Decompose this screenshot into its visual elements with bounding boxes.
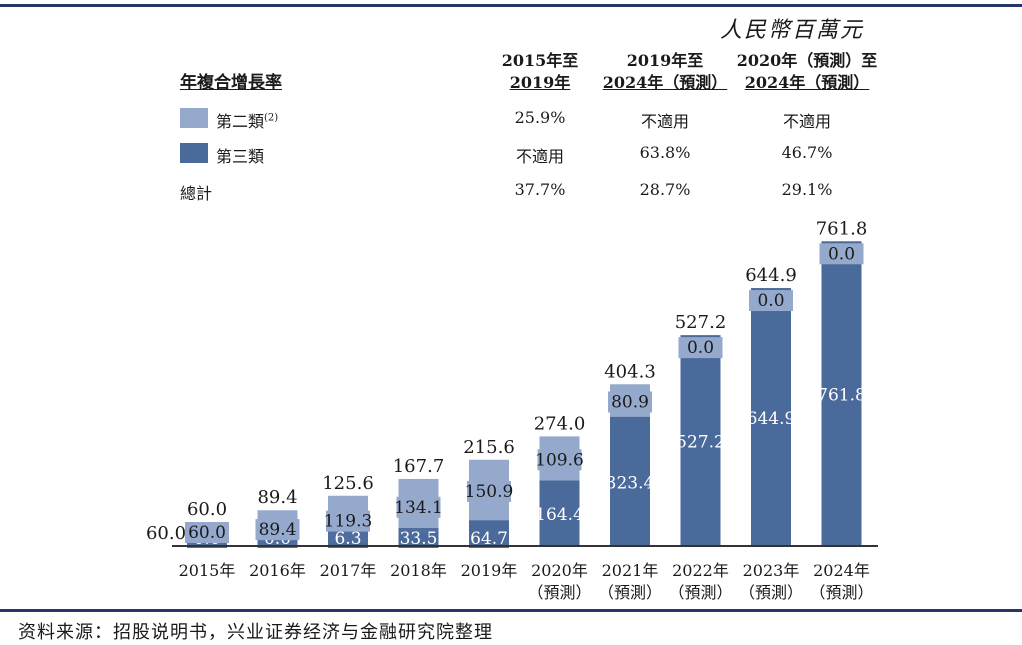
label-bg-class2-2 bbox=[326, 510, 370, 532]
total-label-8: 644.9 bbox=[745, 265, 797, 286]
cagr-col-header-1-line2: 2019年 bbox=[509, 73, 571, 92]
cagr-col-header-1: 2015年至 2019年 bbox=[470, 50, 610, 94]
label-class3-5: 164.4 bbox=[535, 505, 584, 525]
category-label-0: 2015年 bbox=[179, 561, 236, 580]
cagr-cell-total-1: 37.7% bbox=[514, 180, 566, 199]
category-label-8: 2023年 bbox=[743, 561, 800, 580]
label-class3-9: 761.8 bbox=[817, 386, 866, 406]
category-label-9: 2024年 bbox=[813, 561, 870, 580]
label-bg-class3-5 bbox=[539, 504, 580, 525]
label-class2-7: 0.0 bbox=[687, 338, 714, 358]
label-bg-class2-8 bbox=[749, 290, 793, 312]
cagr-cell-class2-1: 25.9% bbox=[514, 108, 566, 127]
label-bg-class3-2 bbox=[328, 528, 368, 548]
category-sublabel-7: （預測） bbox=[668, 583, 732, 602]
cagr-col-header-2: 2019年至 2024年（預測） bbox=[590, 50, 740, 94]
label-class2-3: 134.1 bbox=[394, 498, 443, 518]
cagr-cell-class3-1: 不適用 bbox=[515, 147, 564, 166]
label-class2-6: 80.9 bbox=[611, 392, 649, 412]
label-class2-4: 150.9 bbox=[465, 482, 514, 502]
total-label-5: 274.0 bbox=[534, 413, 586, 434]
category-sublabel-5: （預測） bbox=[527, 583, 591, 602]
category-sublabel-9: （預測） bbox=[809, 583, 873, 602]
legend-swatch-class2 bbox=[180, 108, 208, 128]
total-label-3: 167.7 bbox=[393, 456, 445, 477]
category-label-7: 2022年 bbox=[672, 561, 729, 580]
category-label-6: 2021年 bbox=[602, 561, 659, 580]
label-bg-class2-0 bbox=[185, 522, 229, 543]
label-class2-1: 89.4 bbox=[259, 520, 297, 540]
row-label-class3: 第三類 bbox=[216, 147, 265, 166]
cagr-table-title: 年複合增長率 bbox=[180, 73, 282, 93]
category-label-2: 2017年 bbox=[320, 561, 377, 580]
total-label-6: 404.3 bbox=[604, 361, 656, 382]
cagr-cell-class3-3: 46.7% bbox=[781, 143, 833, 162]
bottom-rule bbox=[0, 609, 1022, 612]
total-label-9: 761.8 bbox=[816, 218, 868, 239]
cagr-col-header-3: 2020年（預測）至 2024年（預測） bbox=[726, 50, 888, 94]
row-label-total: 總計 bbox=[180, 184, 213, 203]
label-class2-2: 119.3 bbox=[324, 512, 373, 532]
label-bg-class2-9 bbox=[819, 243, 864, 265]
row-label-class2-note: (2) bbox=[264, 112, 279, 124]
category-label-5: 2020年 bbox=[531, 561, 588, 580]
label-bg-class2-3 bbox=[396, 496, 441, 518]
label-class2-0: 60.0 bbox=[188, 523, 226, 543]
total-label-7: 527.2 bbox=[675, 312, 727, 333]
label-bg-class3-7 bbox=[680, 431, 721, 452]
total-label-1: 89.4 bbox=[257, 487, 297, 508]
total-label-0: 60.0 bbox=[187, 499, 227, 520]
cagr-col-header-3-line1: 2020年（預測）至 bbox=[736, 51, 878, 70]
cagr-cell-class2-2: 不適用 bbox=[640, 112, 689, 131]
cagr-cell-class3-2: 63.8% bbox=[639, 143, 691, 162]
total-label-2: 125.6 bbox=[322, 473, 374, 494]
label-class3-6: 323.4 bbox=[606, 473, 655, 493]
stacked-bar-chart: 0.060.060.02015年0.089.489.42016年6.3119.3… bbox=[146, 218, 878, 602]
label-bg-class3-9 bbox=[821, 384, 862, 405]
cagr-cell-total-3: 29.1% bbox=[781, 180, 833, 199]
label-bg-class2-5 bbox=[537, 449, 582, 471]
top-rule bbox=[0, 4, 1022, 7]
total-label-4: 215.6 bbox=[463, 437, 515, 458]
cagr-col-header-3-line2: 2024年（預測） bbox=[744, 73, 870, 92]
category-label-1: 2016年 bbox=[249, 561, 306, 580]
label-bg-class2-1 bbox=[255, 519, 300, 541]
legend-swatch-class3 bbox=[180, 143, 208, 163]
category-label-4: 2019年 bbox=[461, 561, 518, 580]
label-class2-9: 0.0 bbox=[828, 244, 855, 264]
label-bg-class3-4 bbox=[469, 528, 509, 548]
row-label-class2-text: 第二類 bbox=[216, 112, 265, 131]
axis-value-annotation: 60.0 bbox=[146, 523, 186, 544]
label-bg-class3-3 bbox=[398, 528, 439, 548]
category-sublabel-8: （預測） bbox=[739, 583, 803, 602]
label-class3-3: 33.5 bbox=[400, 529, 438, 549]
unit-label: 人民幣百萬元 bbox=[719, 18, 864, 43]
category-sublabel-6: （預測） bbox=[598, 583, 662, 602]
label-class3-7: 527.2 bbox=[676, 433, 725, 453]
label-class3-8: 644.9 bbox=[747, 409, 796, 429]
label-class2-5: 109.6 bbox=[535, 450, 584, 470]
label-bg-class3-6 bbox=[610, 472, 650, 493]
label-bg-class2-6 bbox=[608, 391, 652, 413]
source-note: 资料来源：招股说明书，兴业证券经济与金融研究院整理 bbox=[18, 622, 493, 643]
row-label-class2: 第二類(2) bbox=[216, 108, 278, 132]
cagr-cell-class2-3: 不適用 bbox=[782, 112, 831, 131]
cagr-col-header-2-line1: 2019年至 bbox=[626, 51, 704, 70]
category-label-3: 2018年 bbox=[390, 561, 447, 580]
label-bg-class3-8 bbox=[751, 408, 791, 429]
cagr-col-header-1-line1: 2015年至 bbox=[501, 51, 579, 70]
label-class2-8: 0.0 bbox=[757, 291, 784, 311]
cagr-cell-total-2: 28.7% bbox=[639, 180, 691, 199]
label-class3-2: 6.3 bbox=[334, 529, 361, 549]
cagr-col-header-2-line2: 2024年（預測） bbox=[602, 73, 728, 92]
label-class3-4: 64.7 bbox=[470, 529, 508, 549]
label-bg-class2-7 bbox=[678, 337, 723, 359]
label-bg-class2-4 bbox=[467, 480, 511, 502]
